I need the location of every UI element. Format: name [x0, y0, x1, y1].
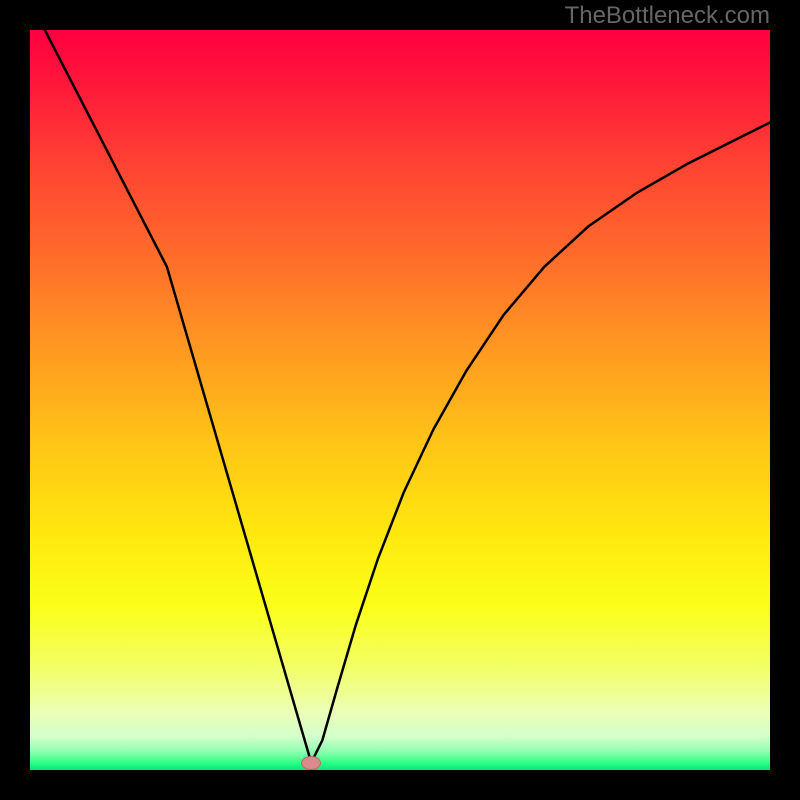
- optimum-marker: [301, 756, 321, 770]
- chart-frame: TheBottleneck.com: [0, 0, 800, 800]
- watermark-text: TheBottleneck.com: [565, 2, 770, 30]
- plot-area: [30, 30, 770, 770]
- curve-path: [45, 30, 770, 763]
- bottleneck-curve: [30, 30, 770, 770]
